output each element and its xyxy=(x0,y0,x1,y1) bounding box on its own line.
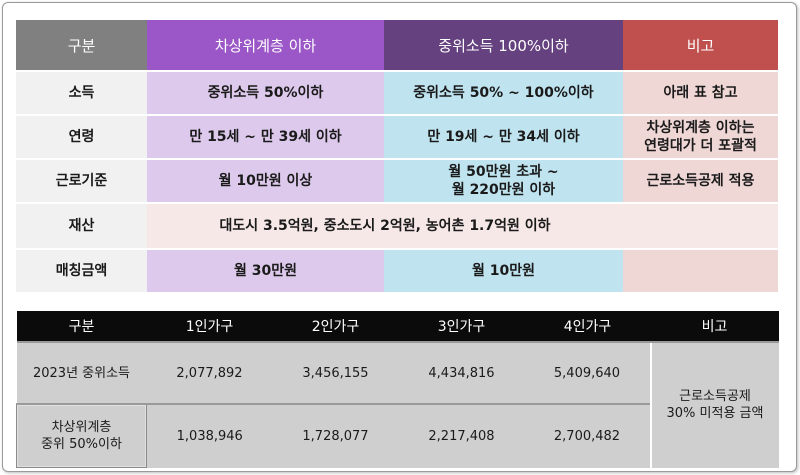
header-median-income: 중위소득 100%이하 xyxy=(384,20,623,71)
median-3-person: 4,434,816 xyxy=(398,341,525,404)
work-mid: 월 50만원 초과 ~ 월 220만원 이하 xyxy=(384,158,623,203)
income-low: 중위소득 50%이하 xyxy=(147,70,384,115)
age-low: 만 15세 ~ 만 39세 이하 xyxy=(147,114,384,159)
eligibility-table: 구분 차상위계층 이하 중위소득 100%이하 비고 소득 중위소득 50%이하… xyxy=(16,20,778,292)
median-1-person: 2,077,892 xyxy=(146,341,273,404)
header-1-person: 1인가구 xyxy=(146,311,273,342)
row-label-low-income: 차상위계층 중위 50%이하 xyxy=(16,403,147,468)
row-income: 소득 중위소득 50%이하 중위소득 50% ~ 100%이하 아래 표 참고 xyxy=(16,70,778,115)
note-line1: 근로소득공제 xyxy=(679,389,751,405)
low-3-person: 2,217,408 xyxy=(398,403,525,468)
header-row: 구분 차상위계층 이하 중위소득 100%이하 비고 xyxy=(16,20,778,71)
low-1-person: 1,038,946 xyxy=(146,403,273,468)
row-median-income: 2023년 중위소득 2,077,892 3,456,155 4,434,816… xyxy=(16,341,779,468)
header-note: 비고 xyxy=(623,20,778,71)
header-category: 구분 xyxy=(16,311,147,342)
row-matching: 매칭금액 월 30만원 월 10만원 xyxy=(16,248,778,292)
income-mid: 중위소득 50% ~ 100%이하 xyxy=(384,70,623,115)
note-line2: 30% 미적용 금액 xyxy=(666,406,764,422)
age-mid: 만 19세 ~ 만 34세 이하 xyxy=(384,114,623,159)
header-row: 구분 1인가구 2인가구 3인가구 4인가구 비고 xyxy=(16,311,779,342)
row-label-asset: 재산 xyxy=(16,202,147,249)
row-label-matching: 매칭금액 xyxy=(16,248,147,292)
row-age: 연령 만 15세 ~ 만 39세 이하 만 19세 ~ 만 34세 이하 차상위… xyxy=(16,114,778,159)
low-income-label-line1: 차상위계층 xyxy=(51,420,112,435)
age-note-line2: 연령대가 더 포괄적 xyxy=(644,138,757,154)
header-category: 구분 xyxy=(16,20,147,71)
header-2-person: 2인가구 xyxy=(272,311,399,342)
asset-note xyxy=(623,202,778,249)
matching-mid: 월 10만원 xyxy=(384,248,623,292)
row-label-median: 2023년 중위소득 xyxy=(16,341,147,404)
median-4-person: 5,409,640 xyxy=(524,341,651,404)
low-income-label-line2: 중위 50%이하 xyxy=(41,437,122,452)
income-note: 아래 표 참고 xyxy=(623,70,778,115)
low-2-person: 1,728,077 xyxy=(272,403,399,468)
row-label-income: 소득 xyxy=(16,70,147,115)
header-low-income: 차상위계층 이하 xyxy=(147,20,384,71)
work-mid-line1: 월 50만원 초과 ~ xyxy=(448,164,559,180)
row-label-age: 연령 xyxy=(16,114,147,159)
asset-value: 대도시 3.5억원, 중소도시 2억원, 농어촌 1.7억원 이하 xyxy=(147,202,623,249)
header-3-person: 3인가구 xyxy=(398,311,525,342)
median-income-table: 구분 1인가구 2인가구 3인가구 4인가구 비고 2023년 중위소득 2,0… xyxy=(16,311,779,468)
matching-note xyxy=(623,248,778,292)
age-note-line1: 차상위계층 이하는 xyxy=(646,120,755,136)
header-note: 비고 xyxy=(650,311,779,342)
work-note: 근로소득공제 적용 xyxy=(623,158,778,203)
age-note: 차상위계층 이하는 연령대가 더 포괄적 xyxy=(623,114,778,159)
low-4-person: 2,700,482 xyxy=(524,403,651,468)
note-cell: 근로소득공제 30% 미적용 금액 xyxy=(649,341,779,468)
row-work: 근로기준 월 10만원 이상 월 50만원 초과 ~ 월 220만원 이하 근로… xyxy=(16,158,778,203)
work-low: 월 10만원 이상 xyxy=(147,158,384,203)
row-asset: 재산 대도시 3.5억원, 중소도시 2억원, 농어촌 1.7억원 이하 xyxy=(16,202,778,249)
row-low-income: 차상위계층 중위 50%이하 1,038,946 1,728,077 2,217… xyxy=(16,403,779,468)
median-2-person: 3,456,155 xyxy=(272,341,399,404)
matching-low: 월 30만원 xyxy=(147,248,384,292)
row-label-work: 근로기준 xyxy=(16,158,147,203)
header-4-person: 4인가구 xyxy=(524,311,651,342)
work-mid-line2: 월 220만원 이하 xyxy=(451,182,556,198)
